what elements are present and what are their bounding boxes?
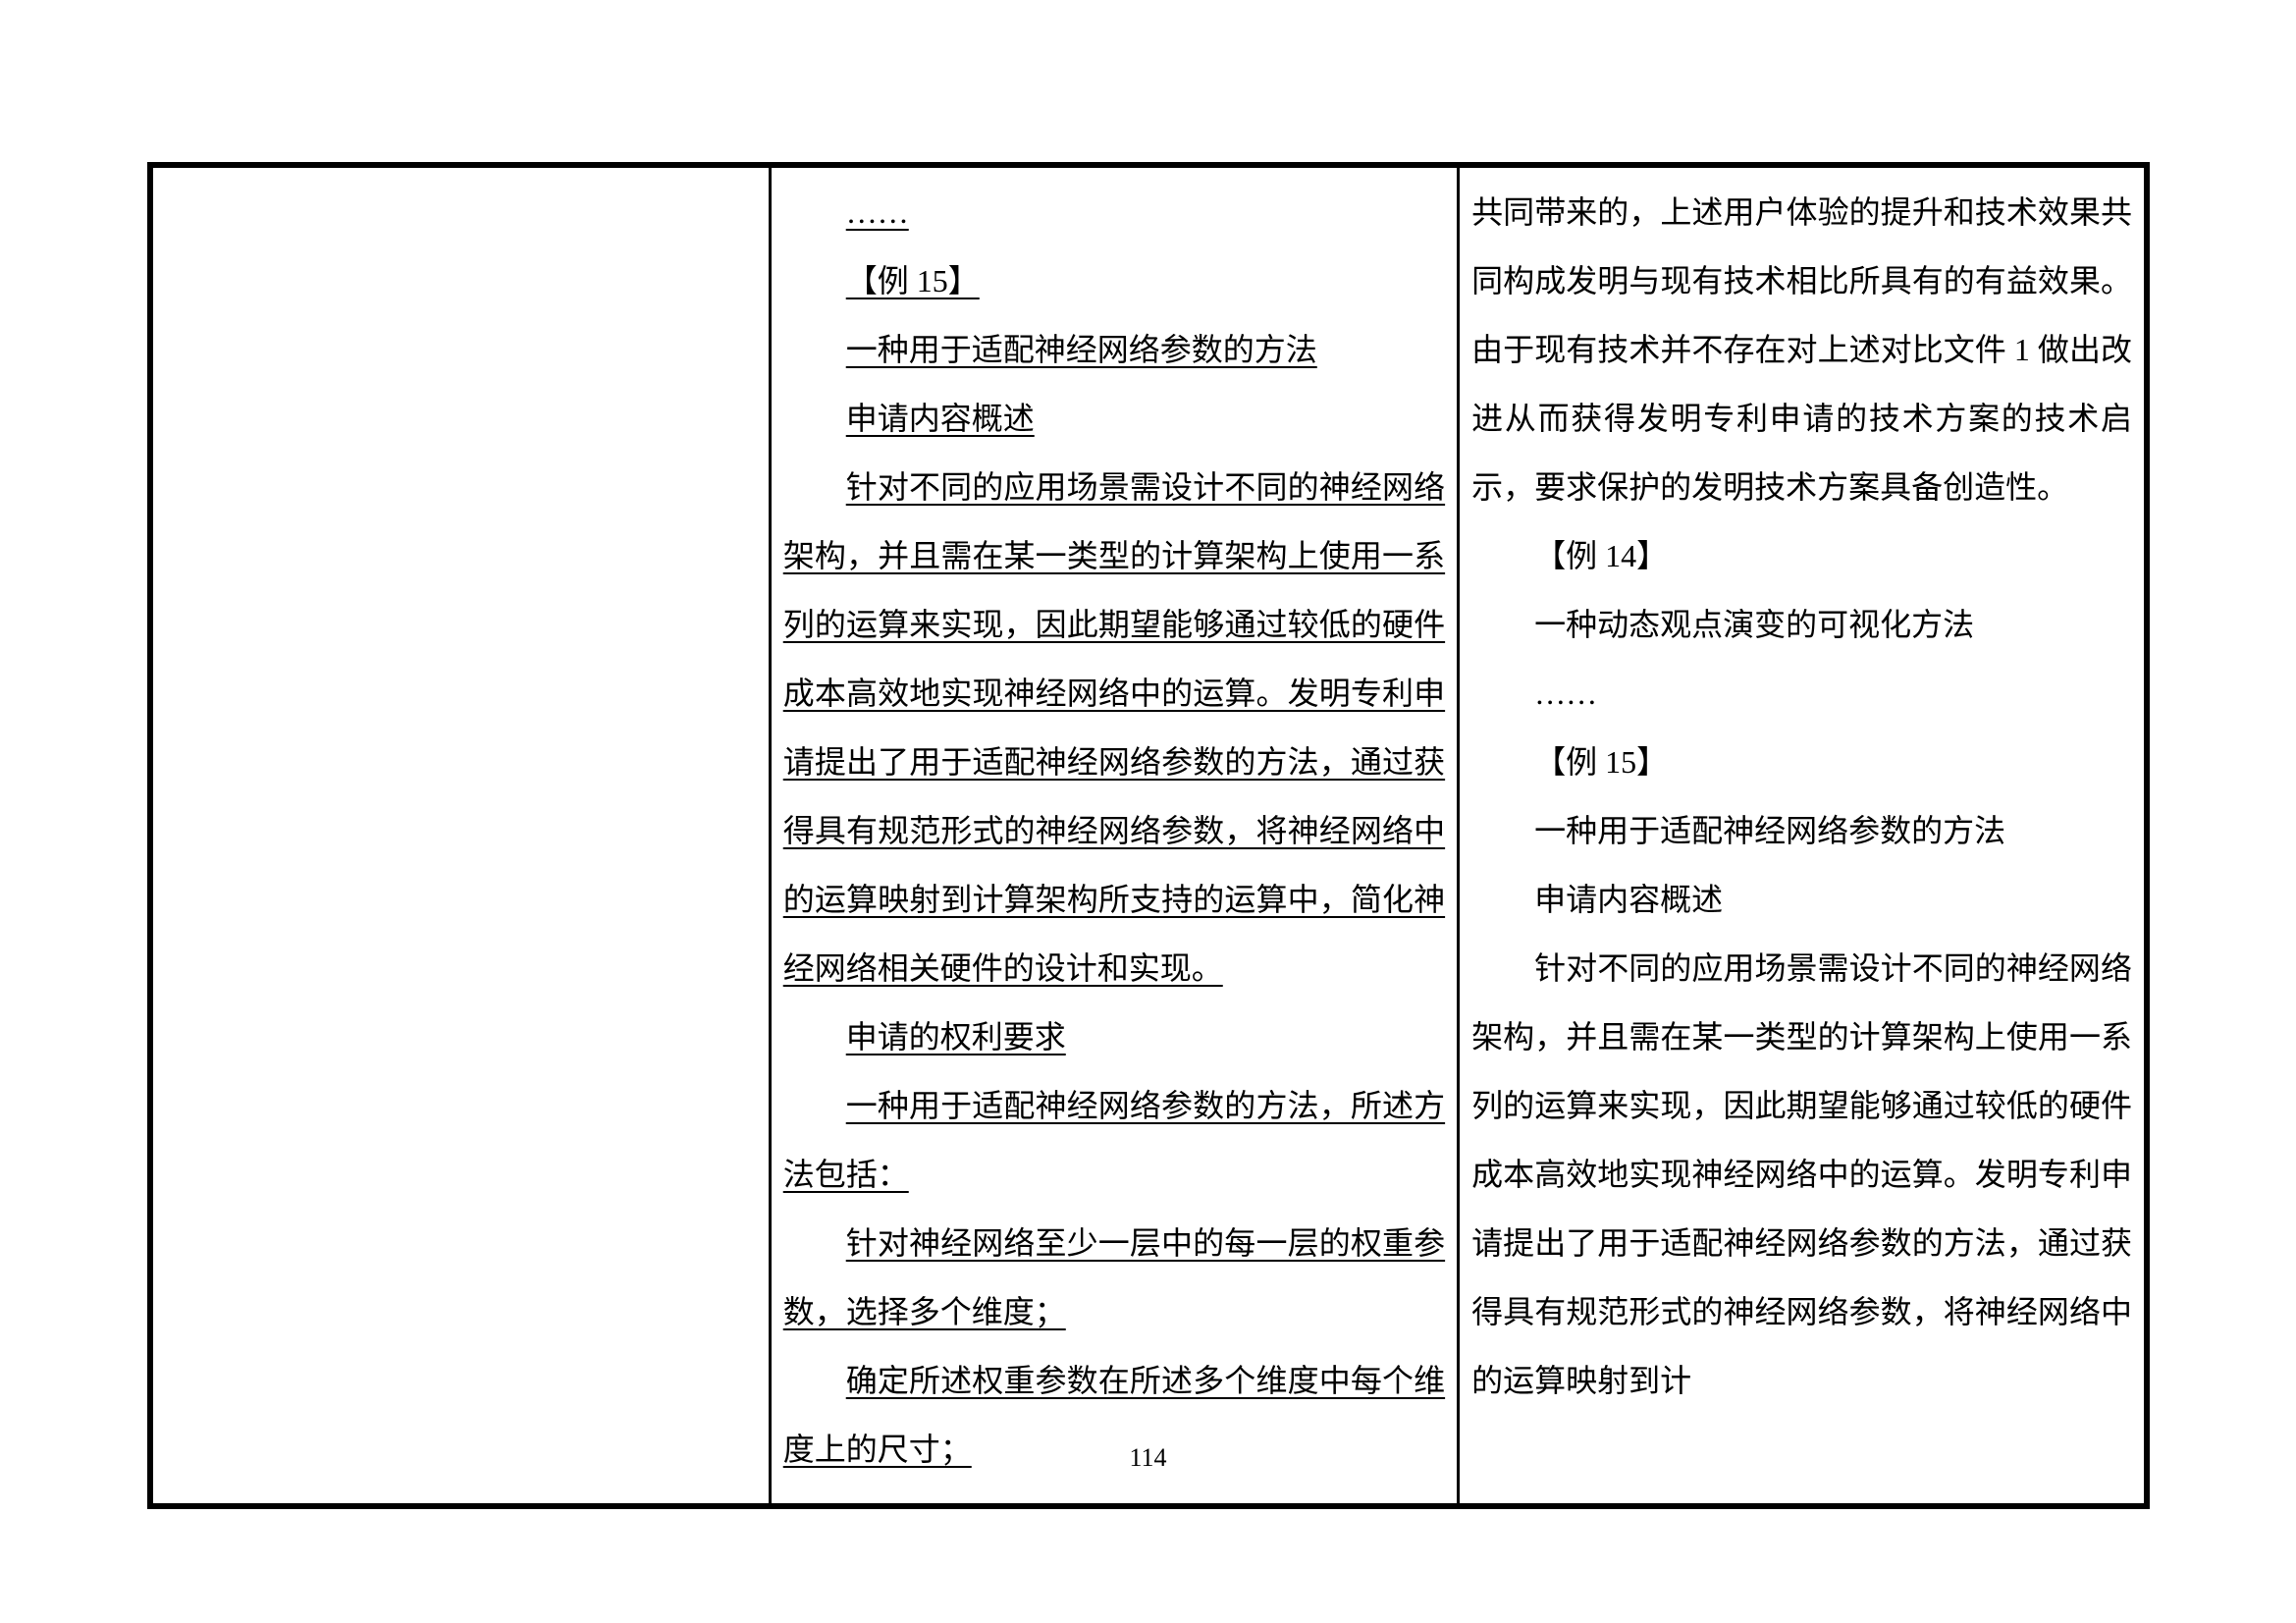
c2-p3: 一种用于适配神经网络参数的方法 — [783, 315, 1445, 384]
c2-p7: 一种用于适配神经网络参数的方法，所述方法包括： — [783, 1071, 1445, 1209]
c2-p8: 针对神经网络至少一层中的每一层的权重参数，选择多个维度； — [783, 1209, 1445, 1346]
c2-p1: …… — [783, 178, 1445, 246]
c3-p6: 一种用于适配神经网络参数的方法 — [1471, 796, 2132, 865]
c3-p2: 【例 14】 — [1471, 521, 2132, 590]
c2-p5: 针对不同的应用场景需设计不同的神经网络架构，并且需在某一类型的计算架构上使用一系… — [783, 453, 1445, 1002]
table-col-1 — [150, 165, 770, 1506]
c3-p3: 一种动态观点演变的可视化方法 — [1471, 590, 2132, 659]
c3-p1: 共同带来的，上述用户体验的提升和技术效果共同构成发明与现有技术相比所具有的有益效… — [1471, 178, 2132, 521]
c3-p4: …… — [1471, 659, 2132, 728]
c3-p5: 【例 15】 — [1471, 728, 2132, 796]
table-col-3: 共同带来的，上述用户体验的提升和技术效果共同构成发明与现有技术相比所具有的有益效… — [1459, 165, 2147, 1506]
table-col-2: …… 【例 15】 一种用于适配神经网络参数的方法 申请内容概述 针对不同的应用… — [770, 165, 1458, 1506]
c3-p8: 针对不同的应用场景需设计不同的神经网络架构，并且需在某一类型的计算架构上使用一系… — [1471, 934, 2132, 1415]
document-page: …… 【例 15】 一种用于适配神经网络参数的方法 申请内容概述 针对不同的应用… — [0, 0, 2296, 1623]
c2-p4: 申请内容概述 — [783, 384, 1445, 453]
page-number: 114 — [0, 1443, 2296, 1473]
comparison-table: …… 【例 15】 一种用于适配神经网络参数的方法 申请内容概述 针对不同的应用… — [147, 162, 2150, 1509]
c2-p2: 【例 15】 — [783, 246, 1445, 315]
c3-p7: 申请内容概述 — [1471, 865, 2132, 934]
c2-p6: 申请的权利要求 — [783, 1002, 1445, 1071]
